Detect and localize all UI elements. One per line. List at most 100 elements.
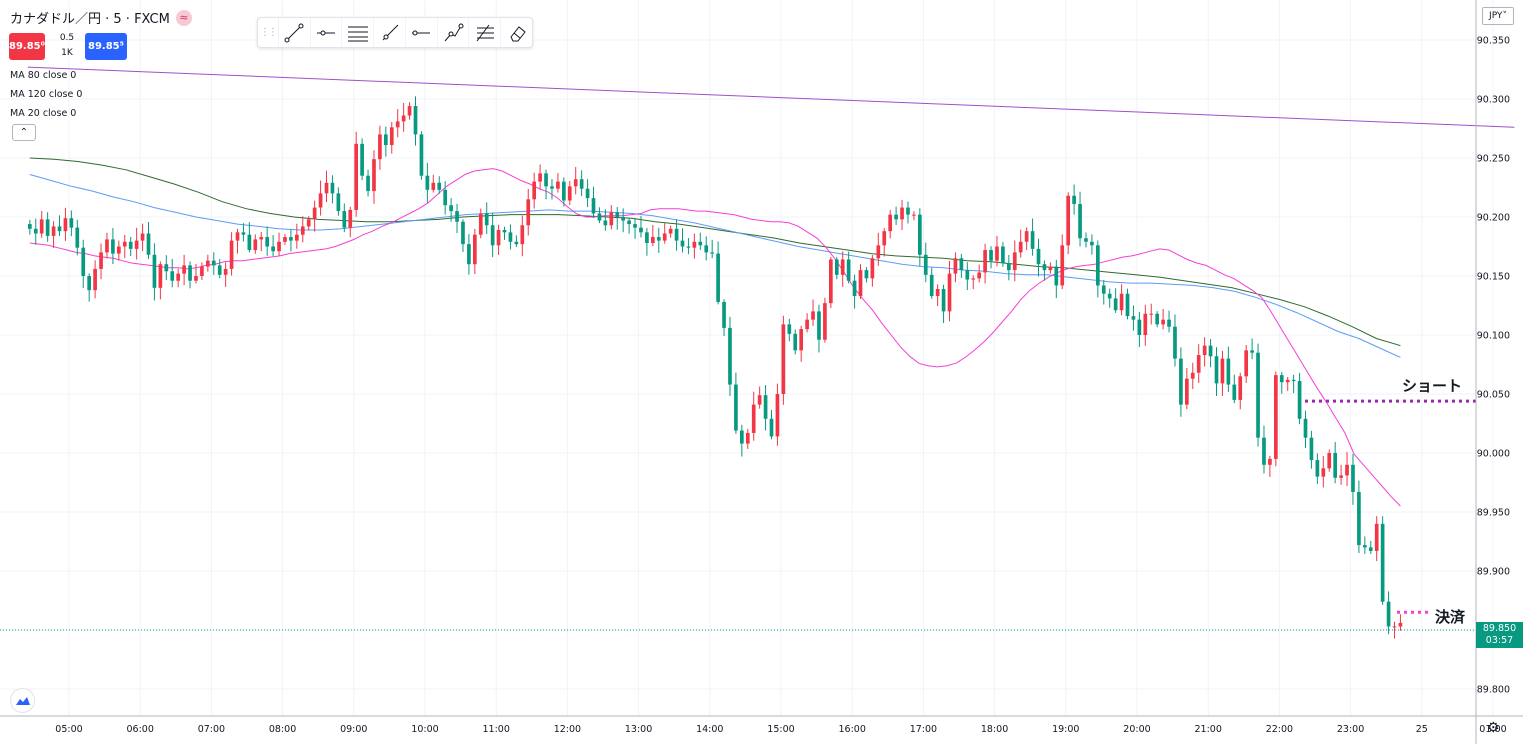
x-tick-label: 09:00 [340,724,367,735]
y-tick-label: 90.150 [1477,272,1510,283]
candle-body [99,252,103,269]
annotation-close[interactable]: 決済 [1435,608,1466,626]
y-tick-label: 90.250 [1477,154,1510,165]
sell-price: 89.85⁰ [9,41,46,52]
y-tick-label: 90.200 [1477,213,1510,224]
candle-body [1262,437,1266,465]
candle-body [983,250,987,273]
grip-icon[interactable]: ⋮⋮ [259,27,278,38]
candle-body [461,221,465,245]
candle-body [514,241,519,245]
candle-body [484,213,489,226]
buy-button[interactable]: 89.85⁵ [85,33,127,60]
trend-line-icon[interactable] [277,18,310,47]
candle-body [888,214,893,232]
candle-body [348,209,353,228]
candle-body [1078,204,1082,239]
candle-body [87,276,92,291]
candle-body [318,193,323,208]
candle-body [864,270,869,279]
order-size[interactable]: 1K [61,48,73,58]
candle-body [188,265,192,281]
candle-body [840,259,845,275]
candle-body [1119,293,1124,311]
path-icon[interactable] [436,18,469,47]
candle-body [1113,298,1118,311]
x-tick-label: 06:00 [127,724,154,735]
candle-body [1315,460,1320,477]
candle-body [1131,316,1136,320]
candle-body [621,217,626,221]
candle-body [33,228,38,234]
candle-body [722,301,726,328]
ma20-line [29,168,1401,507]
candle-body [1143,313,1148,335]
candle-body [734,384,738,431]
candle-body [1386,601,1391,627]
candle-body [532,181,537,200]
market-status-icon[interactable]: ≈ [175,9,192,26]
fib-retracement-icon[interactable] [468,18,500,47]
candle-body [45,219,50,236]
indicator-ma20[interactable]: MA 20 close 0 [10,108,77,119]
candle-body [668,228,673,234]
candle-body [1392,626,1397,628]
candle-body [900,207,904,220]
candle-body [906,207,910,215]
candle-body [372,159,376,192]
horizontal-line-icon[interactable] [404,18,437,47]
candle-body [1173,326,1177,359]
candle-body [1107,293,1112,299]
x-tick-label: 07:00 [198,724,225,735]
candle-body [1161,319,1165,325]
candle-body [289,237,293,241]
candle-body [751,404,756,433]
candle-body [728,327,732,385]
candle-body [1357,491,1361,546]
candle-body [105,239,109,253]
candle-body [1090,241,1094,246]
horizontal-ray-icon[interactable] [309,18,342,47]
gear-icon[interactable]: ⚙ [1487,720,1500,736]
candle-body [413,106,418,135]
candle-body [763,395,768,419]
symbol-title[interactable]: カナダドル／円 · 5 · FXCM ≈ [10,8,192,27]
tradingview-logo-icon[interactable] [10,688,35,713]
candle-body [573,179,578,187]
parallel-lines-icon[interactable] [341,18,373,47]
candle-body [389,127,394,146]
candle-body [1042,264,1047,271]
candle-body [923,254,928,275]
candle-body [217,265,222,275]
candle-body [918,214,922,255]
ray-icon[interactable] [373,18,405,47]
candle-body [378,134,382,160]
candle-body [615,212,620,217]
candle-body [538,173,542,182]
candle-body [306,219,311,227]
indicator-ma80[interactable]: MA 80 close 0 [10,70,77,81]
candle-body [609,212,614,226]
candle-body [1084,238,1088,242]
candle-body [1196,355,1201,373]
candle-body [247,234,252,251]
sell-button[interactable]: 89.85⁰ [9,33,45,60]
eraser-icon[interactable] [500,18,532,47]
candle-body [995,246,999,261]
candle-body [1054,266,1059,286]
chevron-up-icon[interactable]: ⌃ [12,124,36,141]
buy-price: 89.85⁵ [87,41,124,52]
y-tick-label: 90.050 [1477,390,1510,401]
candle-body [941,288,946,312]
currency-select[interactable]: JPY˅ [1482,7,1514,25]
candle-body [431,182,436,190]
spread-value: 0.5 [59,33,75,43]
y-tick-label: 90.350 [1477,36,1510,47]
y-tick-label: 89.800 [1477,685,1510,696]
x-tick-label: 10:00 [411,724,438,735]
candle-body [1001,246,1005,264]
indicator-ma120[interactable]: MA 120 close 0 [10,89,83,100]
annotation-short[interactable]: ショート [1402,377,1463,395]
candle-body [1048,266,1053,271]
